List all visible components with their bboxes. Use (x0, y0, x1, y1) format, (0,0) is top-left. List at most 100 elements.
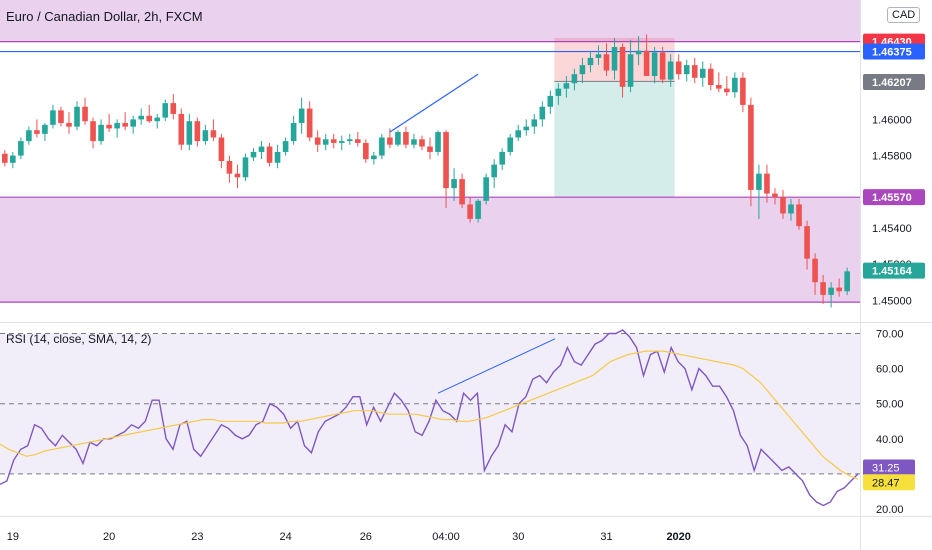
candle-body (587, 57, 594, 66)
candle-body (106, 124, 112, 129)
candle-body (788, 204, 794, 214)
candle-body (651, 52, 658, 76)
candle-body (210, 130, 217, 138)
candle-body (675, 61, 682, 75)
candle-body (242, 157, 249, 178)
candle-body (2, 153, 8, 163)
candle-body (338, 141, 345, 143)
candle-body (298, 108, 305, 124)
rsi-value-text: 28.47 (872, 477, 900, 489)
candle-body (667, 61, 674, 80)
candle-body (186, 121, 193, 145)
candle-body (290, 123, 297, 142)
time-tick-label: 26 (360, 531, 372, 543)
price-label-box (863, 189, 925, 206)
candle-body (451, 179, 457, 189)
candle-body (226, 161, 233, 174)
candle-body (282, 141, 289, 152)
candle-body (42, 124, 48, 134)
candle-body (435, 132, 441, 152)
candle-body (419, 139, 425, 147)
rsi-tick-label: 60.00 (876, 364, 904, 376)
candle-body (154, 117, 161, 122)
candle-body (170, 103, 177, 114)
candle-body (74, 106, 80, 127)
time-tick-label: 2020 (666, 531, 690, 543)
candle-body (756, 173, 762, 190)
support-resistance-zone (0, 0, 860, 42)
candle-body (635, 50, 642, 55)
candle-body (683, 65, 690, 75)
candle-body (467, 204, 473, 219)
candle-body (403, 132, 409, 145)
rsi-value-box (863, 474, 915, 491)
candle-body (499, 151, 506, 165)
candle-body (812, 258, 818, 283)
candle-body (34, 130, 40, 134)
price-label-box (863, 262, 925, 279)
candle-body (603, 54, 610, 71)
candle-body (50, 110, 56, 125)
time-tick-label: 30 (512, 531, 524, 543)
candle-body (531, 119, 538, 127)
candle-body (828, 287, 834, 295)
candle-body (194, 121, 201, 142)
candle-body (395, 132, 401, 145)
candle-body (507, 137, 514, 152)
price-label-text: 1.46375 (872, 47, 912, 59)
candle-body (659, 52, 666, 80)
time-tick-label: 20 (103, 531, 115, 543)
candle-body (515, 130, 522, 138)
candle-body (330, 139, 337, 143)
time-tick-label: 24 (279, 531, 291, 543)
candle-body (579, 65, 586, 75)
candle-body (387, 137, 393, 145)
price-label-text: 1.45570 (872, 192, 912, 204)
support-resistance-zone (0, 197, 860, 303)
candle-body (114, 123, 120, 129)
candle-body (707, 68, 714, 86)
candle-body (130, 119, 136, 127)
candle-body (90, 121, 96, 142)
candle-body (202, 130, 209, 142)
candle-body (322, 139, 329, 145)
rsi-line (0, 329, 859, 507)
candle-body (371, 155, 377, 160)
candle-body (691, 65, 698, 78)
time-tick-label: 23 (191, 531, 203, 543)
candle-body (748, 104, 754, 190)
candle-body (58, 110, 64, 124)
rsi-trendline (437, 338, 556, 394)
price-trendline (389, 73, 479, 133)
price-tick-label: 1.45000 (872, 295, 912, 307)
candle-body (346, 139, 353, 142)
price-label-box (863, 43, 925, 60)
time-tick-label: 31 (600, 531, 612, 543)
candle-body (844, 271, 850, 292)
candle-body (643, 50, 650, 76)
position-target-zone (554, 81, 675, 198)
candle-body (354, 139, 361, 143)
candle-body (427, 146, 433, 152)
candle-body (475, 200, 481, 219)
rsi-value-text: 31.25 (872, 463, 900, 475)
candle-body (218, 137, 225, 161)
chart-title: Euro / Canadian Dollar, 2h, FXCM (6, 9, 203, 24)
rsi-tick-label: 50.00 (876, 399, 904, 411)
time-tick-label: 19 (7, 531, 19, 543)
price-tick-label: 1.45400 (872, 223, 912, 235)
candle-body (804, 226, 810, 259)
candle-body (443, 132, 449, 189)
rsi-title: RSI (14, close, SMA, 14, 2) (6, 332, 152, 346)
candle-body (162, 103, 169, 118)
candle-body (563, 83, 570, 89)
rsi-tick-label: 70.00 (876, 329, 904, 341)
candle-body (306, 108, 313, 138)
candle-body (491, 164, 497, 178)
candle-body (547, 95, 554, 107)
candle-body (18, 141, 24, 156)
candle-body (363, 142, 369, 160)
currency-button[interactable]: CAD (887, 7, 921, 23)
candle-body (138, 115, 145, 120)
